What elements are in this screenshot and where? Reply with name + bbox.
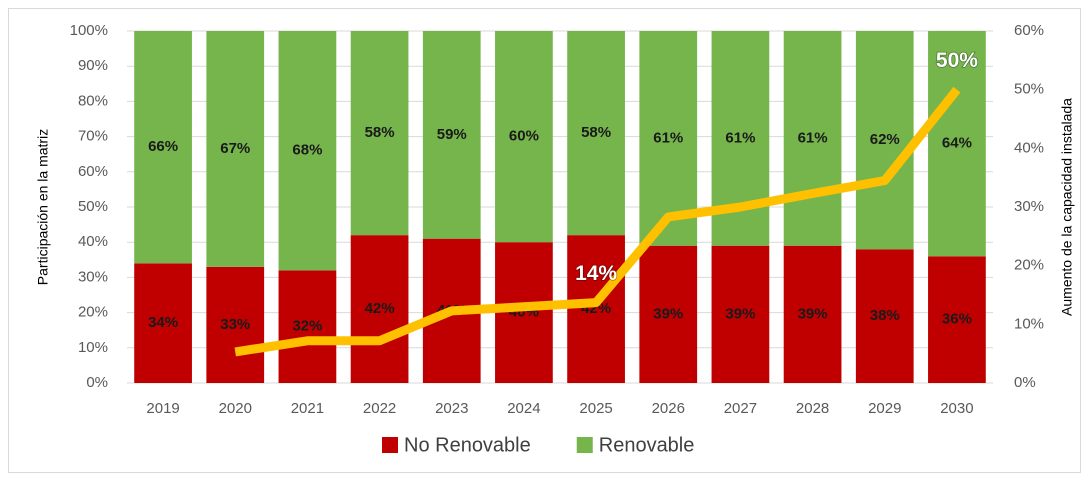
bar-segment [206,266,265,383]
bar-segment [134,263,192,383]
y2-tick-label: 60% [1014,22,1044,39]
data-label: 39% [725,305,755,322]
data-label: 62% [870,131,900,148]
bar-segment [783,245,842,383]
x-tick-label: 2019 [146,400,179,417]
data-label: 68% [292,142,322,159]
bar-segment [855,249,914,383]
data-label: 64% [942,135,972,152]
line-series [234,86,961,357]
data-label: 66% [148,138,178,155]
y-tick-label: 60% [78,163,108,180]
bar-segment [928,256,986,383]
data-label: 39% [653,305,683,322]
legend-swatch [576,437,593,453]
y-axis-title: Participación en la matriz [35,129,51,285]
x-tick-label: 2022 [363,400,396,417]
data-label: 59% [437,126,467,143]
bar-segment [422,31,481,239]
data-label: 61% [653,129,683,146]
data-label: 36% [942,311,972,328]
bar-segment [278,31,337,271]
bar-segment [567,235,625,383]
data-label: 32% [292,318,322,335]
y2-axis-title: Aumento de la capacidad instalada [1059,98,1075,316]
x-tick-label: 2023 [435,400,468,417]
bar-segment [278,270,337,383]
bar-segment [134,31,192,264]
y-tick-label: 70% [78,128,108,145]
x-tick-label: 2030 [940,400,973,417]
bar-segment [567,31,625,236]
data-label: 38% [870,307,900,324]
y-tick-label: 30% [78,268,108,285]
bar-segment [928,31,986,257]
data-label: 60% [509,128,539,145]
bar-segment [350,31,409,236]
bar-segment [350,235,409,383]
bar-segment [783,31,842,246]
data-label: 58% [581,124,611,141]
x-tick-label: 2024 [507,400,540,417]
y2-tick-label: 50% [1014,81,1044,98]
y-tick-label: 0% [86,374,108,391]
y-tick-label: 80% [78,92,108,109]
y-tick-label: 20% [78,304,108,321]
y-tick-label: 100% [70,22,108,39]
bar-segment [711,245,770,383]
legend-label: No Renovable [404,434,531,456]
x-tick-label: 2028 [796,400,829,417]
y2-tick-label: 10% [1014,315,1044,332]
y-tick-label: 90% [78,57,108,74]
x-tick-label: 2026 [652,400,685,417]
y2-tick-label: 0% [1014,374,1036,391]
y2-tick-label: 20% [1014,257,1044,274]
x-tick-label: 2021 [291,400,324,417]
legend-swatch [382,437,398,453]
x-tick-label: 2029 [868,400,901,417]
y2-tick-label: 30% [1014,198,1044,215]
y-tick-label: 40% [78,233,108,250]
legend-label: Renovable [599,434,695,456]
y-tick-label: 10% [78,339,108,356]
x-tick-label: 2025 [579,400,612,417]
bar-segment [495,31,553,243]
line-label: 14% [575,262,617,285]
x-tick-label: 2020 [219,400,252,417]
data-label: 67% [220,140,250,157]
data-label: 34% [148,314,178,331]
bar-segment [495,242,553,383]
x-tick-label: 2027 [724,400,757,417]
bar-segment [855,31,914,250]
data-label: 61% [725,129,755,146]
bar-segment [206,31,265,267]
data-label: 42% [365,300,395,317]
data-label: 33% [220,316,250,333]
y2-tick-label: 40% [1014,139,1044,156]
data-label: 61% [798,129,828,146]
data-label: 39% [798,305,828,322]
y-tick-label: 50% [78,198,108,215]
line-label: 50% [936,49,978,72]
data-label: 58% [365,124,395,141]
bar-segment [639,245,698,383]
